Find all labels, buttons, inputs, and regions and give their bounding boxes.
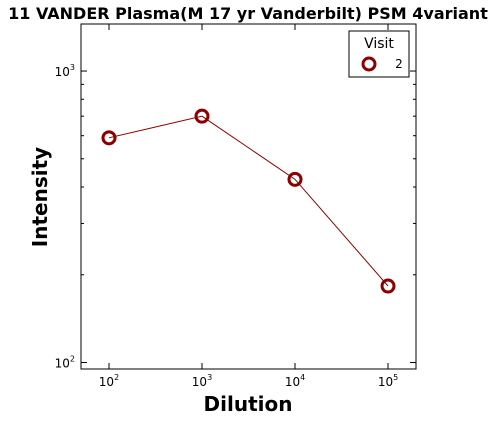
y-minor-ticks — [81, 83, 416, 276]
legend-entry-label: 2 — [395, 57, 403, 71]
x-tick-base: 10 — [99, 375, 114, 389]
data-point — [380, 278, 396, 294]
y-tick-base: 10 — [55, 357, 70, 371]
x-tick-label: 102 — [99, 373, 119, 389]
y-tick-label: 103 — [55, 63, 75, 79]
x-tick-exponent: 3 — [207, 373, 212, 382]
legend-marker — [361, 56, 377, 72]
y-tick-exponent: 3 — [70, 63, 75, 72]
data-point — [194, 108, 210, 124]
x-tick-base: 10 — [378, 375, 393, 389]
x-tick-label: 104 — [285, 373, 305, 389]
y-tick-label: 102 — [55, 355, 75, 371]
data-point — [287, 171, 303, 187]
y-tick-base: 10 — [55, 65, 70, 79]
x-tick-exponent: 5 — [393, 373, 398, 382]
x-axis-ticks: 102 103 104 105 — [99, 24, 398, 389]
series-layer — [101, 108, 396, 294]
data-point — [101, 130, 117, 146]
legend-box — [348, 30, 410, 78]
x-tick-base: 10 — [192, 375, 207, 389]
legend: Visit 2 — [348, 30, 410, 78]
legend-title: Visit — [364, 36, 394, 52]
x-tick-exponent: 2 — [114, 373, 119, 382]
plot-area — [80, 23, 417, 370]
x-tick-label: 105 — [378, 373, 398, 389]
series-line — [108, 115, 389, 287]
y-axis-label: Intensity — [28, 147, 52, 247]
y-tick-exponent: 2 — [70, 355, 75, 364]
x-tick-label: 103 — [192, 373, 212, 389]
chart-title: 11 VANDER Plasma(M 17 yr Vanderbilt) PSM… — [8, 4, 488, 23]
x-axis-label: Dilution — [204, 392, 293, 416]
x-tick-exponent: 4 — [300, 373, 305, 382]
x-tick-base: 10 — [285, 375, 300, 389]
